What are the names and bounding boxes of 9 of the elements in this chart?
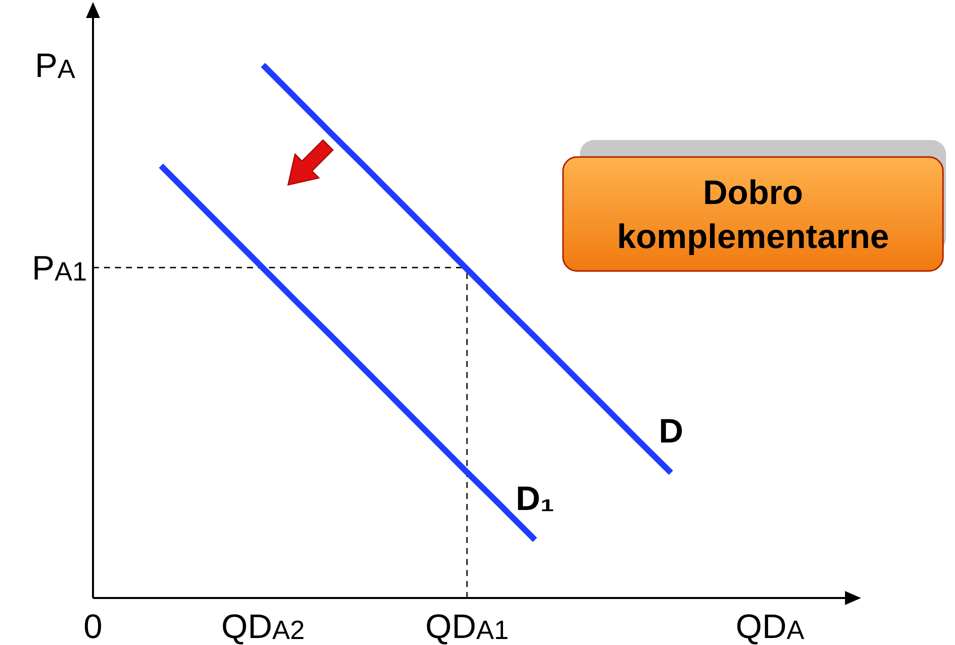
x-tick-label: QDA2 bbox=[221, 608, 305, 645]
ref-line-label: PA1 bbox=[32, 250, 87, 288]
x-tick-label: QDA1 bbox=[425, 608, 509, 645]
series-label: D bbox=[658, 412, 684, 451]
x-tick-label: 0 bbox=[84, 608, 102, 645]
y-axis-title: PA bbox=[34, 47, 76, 85]
annotation: Dobro komplementarne bbox=[616, 174, 890, 256]
x-axis-title: QDA bbox=[736, 608, 805, 645]
series-label: D₁ bbox=[516, 480, 554, 518]
